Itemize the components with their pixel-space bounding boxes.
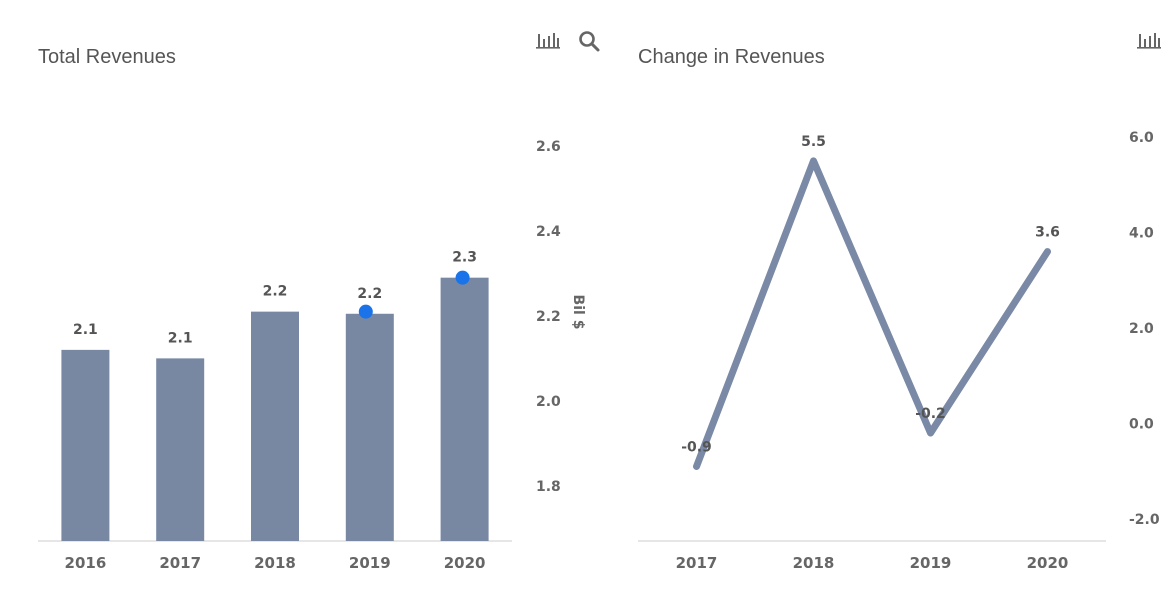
y-tick: 4.0 <box>1129 226 1154 242</box>
change-in-revenues-chart: -0.9 2017 5.5 2018 -0.2 2019 3.6 2020 6.0 4.0 2.0 0… <box>638 130 1160 572</box>
x-tick-2017: 2017 <box>159 554 201 572</box>
y-axis-label: Bil $ <box>570 295 586 330</box>
x-tick-2020: 2020 <box>1027 554 1069 572</box>
x-tick-2018: 2018 <box>254 554 296 572</box>
y-tick: 2.0 <box>536 394 561 410</box>
data-label-2019: 2.2 <box>357 286 382 302</box>
data-label-2017: 2.1 <box>168 330 193 346</box>
marker-2020 <box>455 270 470 285</box>
bar-2019 <box>345 313 394 541</box>
bar-2016 <box>61 349 110 541</box>
marker-2019 <box>358 304 373 319</box>
total-revenues-chart: 2.1 2016 2.1 2017 2.2 2018 2.2 2019 2.3 2020 2.6 2.… <box>38 139 586 572</box>
y-tick: 2.2 <box>536 309 561 325</box>
chart-title: Change in Revenues <box>638 46 825 68</box>
data-label-2019: -0.2 <box>915 406 946 422</box>
data-label-2020: 3.6 <box>1035 225 1060 241</box>
data-label-2017: -0.9 <box>681 439 712 455</box>
chart-title: Total Revenues <box>38 46 176 68</box>
data-label-2020: 2.3 <box>452 250 477 266</box>
y-tick: 2.0 <box>1129 321 1154 337</box>
x-tick-2019: 2019 <box>910 554 952 572</box>
y-tick: 2.6 <box>536 139 561 155</box>
data-label-2018: 2.2 <box>263 284 288 300</box>
y-tick: -2.0 <box>1129 512 1160 528</box>
y-tick: 6.0 <box>1129 130 1154 146</box>
bar-chart-icon[interactable] <box>1136 30 1162 55</box>
bar-2017 <box>156 358 205 541</box>
x-tick-2018: 2018 <box>793 554 835 572</box>
bar-2020 <box>440 277 489 541</box>
bar-2018 <box>251 311 299 541</box>
x-tick-2019: 2019 <box>349 554 391 572</box>
data-label-2016: 2.1 <box>73 322 98 338</box>
y-tick: 2.4 <box>536 224 561 240</box>
y-tick: 0.0 <box>1129 417 1154 433</box>
x-tick-2020: 2020 <box>444 554 486 572</box>
series-line <box>693 157 1051 470</box>
bar-chart-icon[interactable] <box>535 30 561 55</box>
x-tick-2017: 2017 <box>676 554 718 572</box>
change-in-revenues-panel: Change in Revenues -0.9 2017 5.5 2018 -0.2 20… <box>610 0 1174 599</box>
data-label-2018: 5.5 <box>801 134 826 150</box>
x-tick-2016: 2016 <box>65 554 107 572</box>
y-tick: 1.8 <box>536 479 561 495</box>
search-icon[interactable] <box>578 30 600 57</box>
total-revenues-panel: Total Revenues 2.1 2016 2.1 2017 2.2 2018 2.2 2… <box>38 30 600 572</box>
